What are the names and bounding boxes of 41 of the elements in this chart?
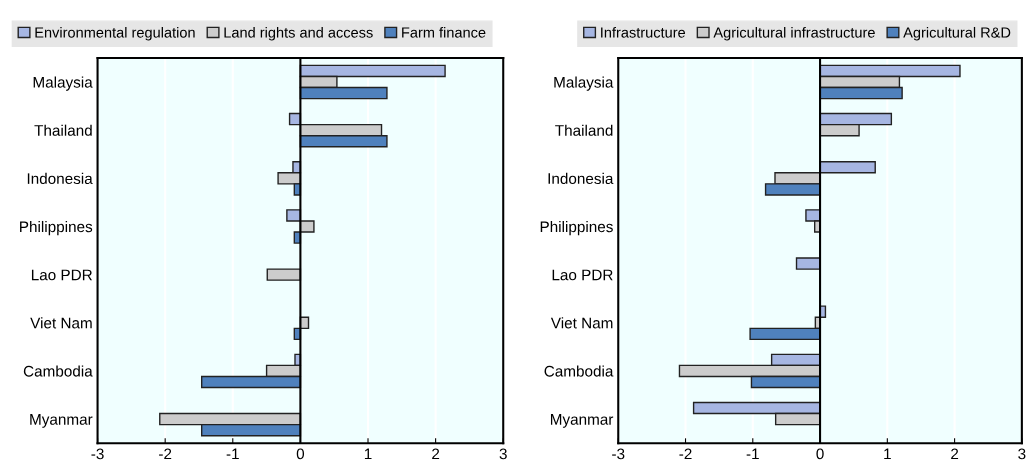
x-tick-label: 3 — [1018, 448, 1026, 460]
y-tick-label: Viet Nam — [550, 317, 613, 329]
x-tick-label: -3 — [612, 448, 625, 460]
y-tick-label: Malaysia — [554, 76, 614, 91]
y-tick-label: Thailand — [34, 124, 92, 136]
x-tick-label: -1 — [226, 448, 239, 460]
bar — [286, 209, 302, 222]
y-tick-label: Myanmar — [30, 414, 93, 428]
bar — [795, 257, 821, 270]
y-tick-label: Myanmar — [550, 414, 614, 428]
legend-label: Agricultural infrastructure — [713, 26, 875, 41]
y-tick-label: Viet Nam — [30, 317, 92, 329]
legend-label: Agricultural R&D — [903, 26, 1011, 41]
bar — [819, 161, 876, 174]
x-tick-label: -1 — [746, 448, 759, 460]
bar — [266, 268, 302, 281]
y-tick-label: Philippines — [540, 220, 613, 236]
x-tick-label: 3 — [499, 448, 507, 460]
y-tick-label: Lao PDR — [31, 269, 92, 281]
legend-label: Land rights and access — [224, 26, 373, 41]
x-tick-label: 1 — [364, 448, 372, 460]
y-tick-label: Cambodia — [544, 365, 614, 377]
x-tick-label: 0 — [816, 448, 824, 460]
legend-label: Farm finance — [402, 26, 486, 38]
x-tick-label: -2 — [679, 448, 692, 460]
x-tick-label: -3 — [91, 448, 104, 460]
y-tick-label: Thailand — [555, 124, 613, 136]
x-tick-label: 0 — [296, 448, 305, 460]
legend-label: Environmental regulation — [35, 26, 195, 41]
legend-label: Infrastructure — [601, 26, 686, 38]
x-tick-label: 2 — [951, 448, 959, 460]
x-tick-label: 1 — [884, 448, 891, 460]
y-tick-label: Malaysia — [33, 76, 93, 91]
y-tick-label: Philippines — [20, 220, 93, 236]
bar — [299, 220, 315, 233]
x-tick-label: 2 — [432, 448, 440, 460]
y-tick-label: Indonesia — [548, 172, 614, 185]
y-tick-label: Indonesia — [27, 172, 93, 185]
y-tick-label: Cambodia — [23, 365, 93, 377]
x-tick-label: -2 — [159, 448, 172, 460]
y-tick-label: Lao PDR — [552, 269, 613, 281]
